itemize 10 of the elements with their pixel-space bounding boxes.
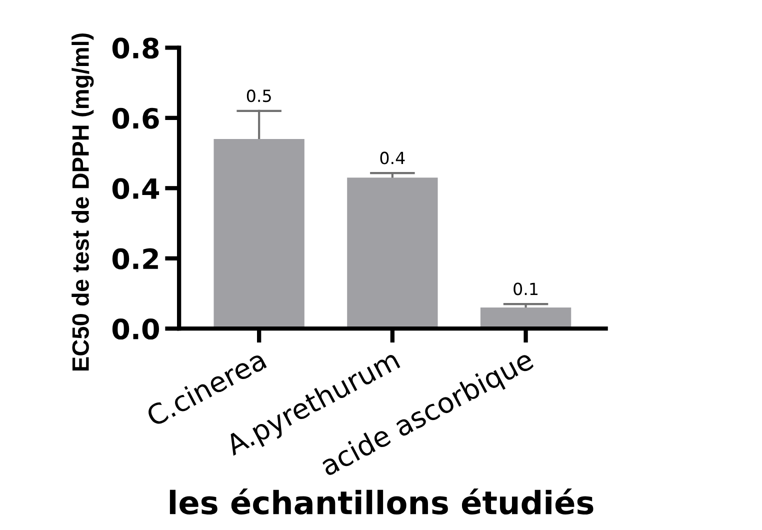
y-axis-title: EC50 de test de DPPH (mg/ml)	[72, 33, 94, 371]
y-tick-label: 0.4	[112, 178, 160, 200]
y-tick-label: 0.0	[112, 318, 159, 340]
y-tick-label: 0.6	[112, 108, 159, 129]
data-label: 0.4	[380, 152, 405, 164]
data-label: 0.1	[514, 282, 538, 296]
y-tick-label: 0.8	[112, 38, 159, 59]
data-label: 0.5	[246, 90, 271, 102]
x-axis-title: les échantillons étudiés	[170, 488, 594, 515]
y-tick-label: 0.2	[112, 248, 158, 270]
